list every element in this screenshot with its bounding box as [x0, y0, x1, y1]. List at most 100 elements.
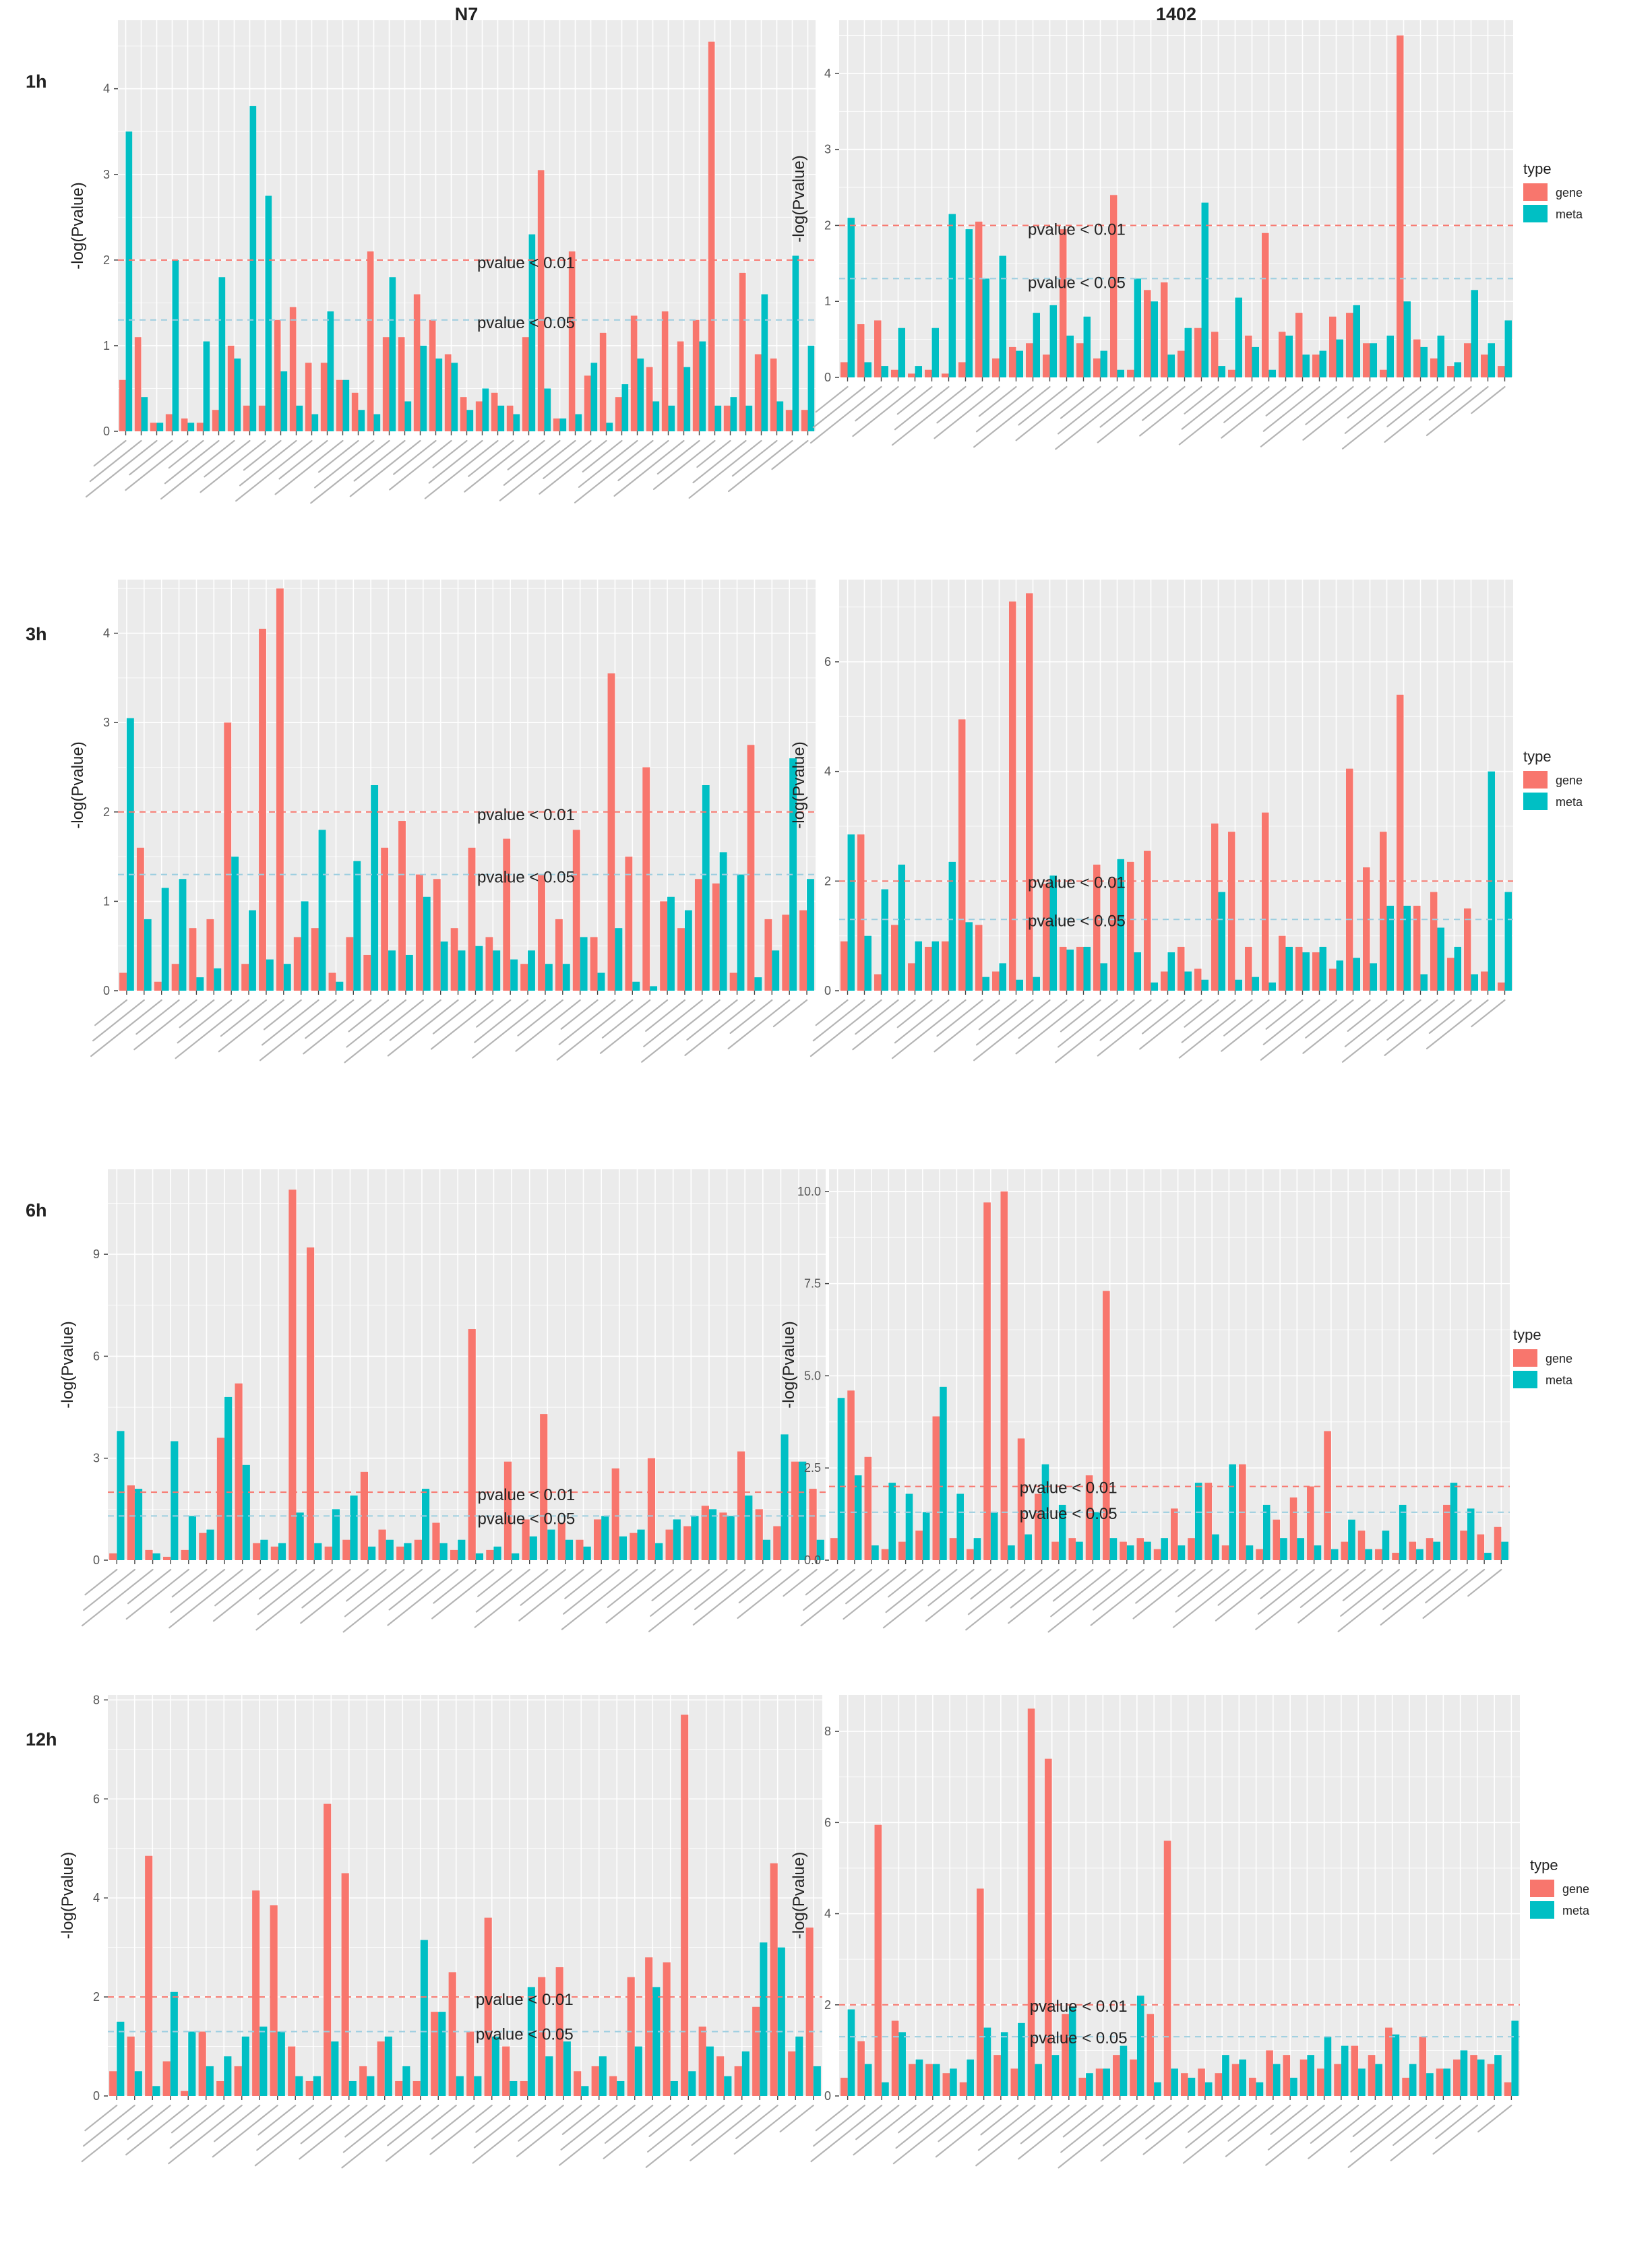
gene-bar — [830, 1538, 838, 1560]
category-label-illegible — [1060, 999, 1101, 1032]
meta-bar — [1222, 2055, 1229, 2096]
category-label-illegible — [1342, 1568, 1383, 1601]
meta-bar — [915, 941, 922, 991]
gene-bar — [1299, 2059, 1308, 2096]
category-label-illegible — [430, 999, 494, 1050]
meta-bar — [342, 379, 350, 431]
meta-bar — [1450, 1483, 1458, 1560]
category-label-illegible — [1384, 385, 1455, 443]
gene-bar — [737, 1451, 745, 1560]
gene-bar — [1273, 1519, 1281, 1560]
gene-bar — [1481, 354, 1488, 377]
gene-bar — [134, 337, 142, 431]
gene-bar — [1045, 1758, 1052, 2096]
meta-bar — [1420, 346, 1428, 377]
gene-bar — [1177, 946, 1185, 991]
gene-bar — [109, 2071, 117, 2096]
gene-bar — [1249, 2077, 1256, 2096]
gene-bar — [1211, 823, 1219, 991]
threshold-label-p005: pvalue < 0.05 — [477, 1510, 575, 1528]
meta-bar — [249, 106, 257, 432]
gene-bar — [136, 847, 144, 991]
row-label-3h: 3h — [26, 624, 47, 644]
category-label-illegible — [1260, 1568, 1298, 1599]
category-label-illegible — [305, 999, 355, 1039]
gene-bar — [367, 251, 374, 431]
gene-bar — [1026, 343, 1033, 377]
category-label-illegible — [1221, 385, 1287, 439]
category-label-illegible — [85, 439, 158, 498]
meta-bar — [513, 414, 520, 431]
category-label-illegible — [735, 2104, 778, 2140]
gene-bar — [429, 319, 436, 431]
y-tick-label: 2.5 — [804, 1461, 821, 1475]
category-label-illegible — [1181, 999, 1236, 1043]
gene-bar — [609, 2076, 617, 2096]
y-tick-label: 2 — [824, 218, 831, 232]
meta-bar — [1375, 2064, 1382, 2096]
category-label-illegible — [578, 439, 638, 488]
gene-bar — [1317, 2068, 1324, 2096]
gene-bar — [468, 1329, 476, 1560]
category-label-illegible — [613, 439, 685, 497]
meta-bar — [1256, 2082, 1264, 2096]
meta-bar — [730, 397, 737, 431]
meta-bar — [807, 879, 814, 991]
meta-bar — [353, 861, 361, 991]
panel-1402-6h: pvalue < 0.01 pvalue < 0.05 0.0 2.5 5.0 7.5 10… — [780, 1169, 1573, 1633]
meta-bar — [905, 1493, 913, 1560]
meta-bar — [1319, 350, 1326, 377]
gene-bar — [1163, 1841, 1171, 2096]
category-label-illegible — [607, 1568, 656, 1608]
gene-bar — [663, 1962, 671, 2096]
meta-bar — [188, 1516, 196, 1560]
category-label-illegible — [433, 1568, 477, 1604]
category-label-illegible — [179, 999, 215, 1028]
gene-bar — [1426, 1538, 1434, 1560]
category-label-illegible — [432, 439, 468, 468]
gene-bar — [346, 937, 354, 991]
gene-bar — [661, 311, 669, 431]
meta-bar — [1066, 335, 1074, 377]
category-label-illegible — [344, 1568, 405, 1617]
category-label-illegible — [1097, 385, 1169, 443]
meta-bar — [1167, 354, 1175, 377]
meta-bar — [1392, 2034, 1400, 2096]
gene-bar — [1397, 694, 1404, 991]
threshold-label-p005: pvalue < 0.05 — [1030, 2029, 1128, 2047]
meta-bar — [1324, 2037, 1332, 2096]
category-label-illegible — [424, 439, 499, 499]
category-label-illegible — [656, 439, 700, 475]
meta-bar — [719, 852, 727, 991]
gene-bar — [739, 272, 746, 431]
gene-bar — [413, 294, 421, 431]
meta-bar — [1268, 369, 1276, 377]
category-label-illegible — [935, 2104, 1002, 2158]
category-label-illegible — [346, 1568, 387, 1602]
meta-bar — [655, 1543, 663, 1560]
meta-bar — [1494, 2055, 1502, 2096]
category-label-illegible — [432, 999, 477, 1034]
gene-bar — [1279, 935, 1286, 991]
meta-bar — [684, 910, 692, 991]
y-tick-label: 4 — [93, 1891, 100, 1905]
gene-bar — [119, 972, 127, 991]
gene-bar — [342, 1539, 350, 1560]
meta-bar — [1353, 305, 1360, 377]
gene-bar — [683, 1526, 692, 1560]
gene-bar — [764, 919, 772, 991]
category-label-illegible — [965, 1568, 1043, 1631]
meta-bar — [203, 341, 210, 431]
category-label-illegible — [692, 439, 747, 484]
category-label-illegible — [348, 999, 390, 1032]
category-label-illegible — [214, 2104, 261, 2142]
category-label-illegible — [651, 1568, 692, 1601]
meta-bar — [371, 785, 379, 991]
y-tick-label: 0 — [824, 2089, 831, 2103]
gene-bar — [520, 2080, 528, 2096]
threshold-label-p005: pvalue < 0.05 — [1020, 1505, 1118, 1523]
category-label-illegible — [1142, 2104, 1206, 2155]
meta-bar — [1285, 946, 1293, 991]
meta-bar — [983, 2027, 991, 2096]
meta-bar — [915, 2059, 923, 2096]
